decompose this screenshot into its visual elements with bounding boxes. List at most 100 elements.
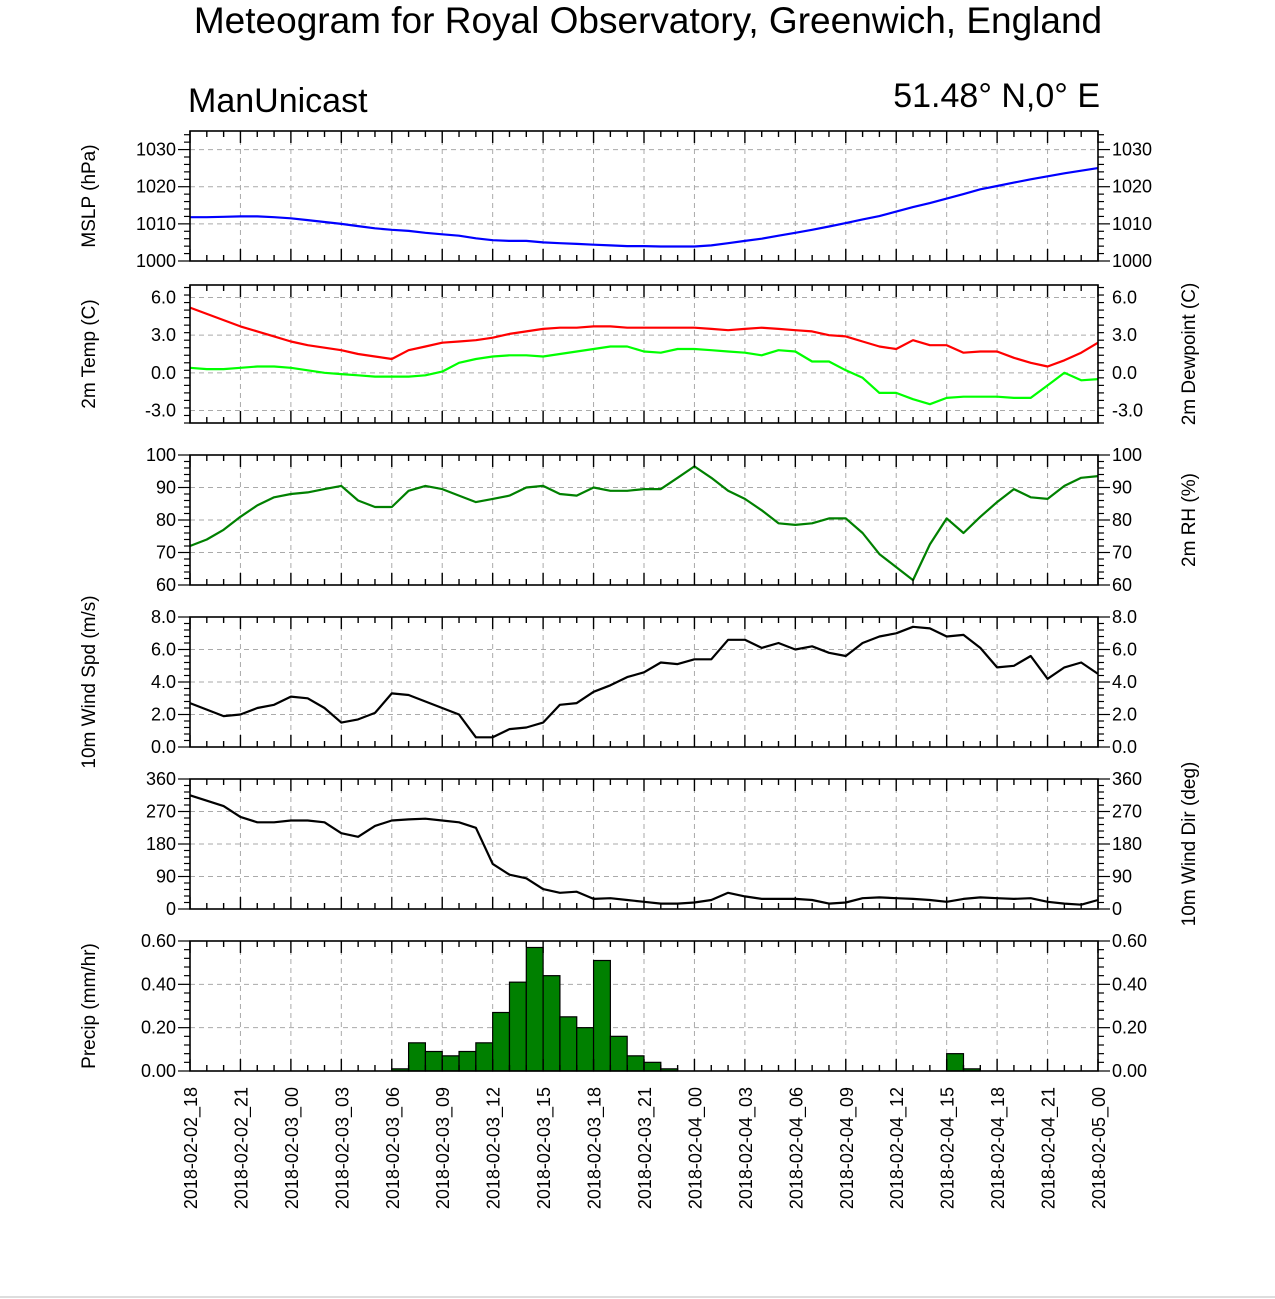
y-axis-title-left: 2m Temp (C) <box>79 299 100 408</box>
y-tick-label-right: 0 <box>1112 899 1122 919</box>
y-tick-label-right: 80 <box>1112 510 1132 530</box>
precip-bar <box>626 1055 645 1072</box>
location-label: 51.48° N,0° E <box>893 77 1100 115</box>
y-tick-label-left: 0.60 <box>141 931 176 951</box>
precip-bar <box>559 1016 578 1072</box>
y-axis-title-left: 10m Wind Spd (m/s) <box>79 595 100 768</box>
x-tick-label: 2018-02-03_00 <box>282 1087 303 1209</box>
y-tick-label-left: 0.0 <box>151 363 176 383</box>
precip-bar <box>424 1050 443 1072</box>
y-tick-label-right: 0.60 <box>1112 931 1147 951</box>
y-tick-label-right: 1010 <box>1112 214 1152 234</box>
series-line-temp-1 <box>189 345 1099 406</box>
precip-bar <box>508 981 527 1072</box>
precip-bar <box>407 1042 427 1072</box>
x-tick-label: 2018-02-04_12 <box>887 1087 908 1209</box>
x-tick-label: 2018-02-03_06 <box>383 1087 404 1209</box>
x-tick-label: 2018-02-04_15 <box>938 1087 959 1209</box>
y-tick-label-right: 90 <box>1112 478 1132 498</box>
precip-bar <box>492 1011 511 1072</box>
y-tick-label-left: 60 <box>156 575 176 595</box>
y-tick-label-right: 3.0 <box>1112 325 1137 345</box>
y-tick-label-left: 90 <box>156 478 176 498</box>
y-tick-label-left: 0.00 <box>141 1061 176 1081</box>
y-tick-label-right: 6.0 <box>1112 288 1137 308</box>
y-tick-label-left: 1000 <box>136 251 176 271</box>
precip-bar <box>475 1042 494 1072</box>
y-tick-label-left: -3.0 <box>145 400 176 420</box>
y-tick-label-left: 0.40 <box>141 974 176 994</box>
y-tick-label-right: 0.00 <box>1112 1061 1147 1081</box>
y-axis-title-right: 2m RH (%) <box>1179 473 1200 567</box>
y-tick-label-left: 8.0 <box>151 607 176 627</box>
y-tick-label-right: 0.20 <box>1112 1018 1147 1038</box>
y-axis-title-left: MSLP (hPa) <box>79 144 100 247</box>
y-axis-title-right: 10m Wind Dir (deg) <box>1179 762 1200 927</box>
y-tick-label-right: 4.0 <box>1112 672 1137 692</box>
y-tick-label-left: 270 <box>146 802 176 822</box>
y-tick-label-right: 100 <box>1112 445 1142 465</box>
x-tick-label: 2018-02-03_21 <box>635 1087 656 1209</box>
y-tick-label-right: 360 <box>1112 769 1142 789</box>
x-tick-label: 2018-02-02_18 <box>181 1087 202 1209</box>
panel-precip: 0.00 0.00 0.20 0.20 0.40 0.40 0.60 0.60 Precip (… <box>79 931 1147 1081</box>
x-tick-label: 2018-02-04_18 <box>988 1087 1009 1209</box>
chart-title: Meteogram for Royal Observatory, Greenwi… <box>194 0 1102 41</box>
y-tick-label-right: 0.0 <box>1112 737 1137 757</box>
y-tick-label-left: 3.0 <box>151 325 176 345</box>
model-label: ManUnicast <box>188 82 368 120</box>
y-tick-label-right: 8.0 <box>1112 607 1137 627</box>
y-tick-label-left: 6.0 <box>151 640 176 660</box>
y-tick-label-left: 180 <box>146 834 176 854</box>
panel-wspd: 0.0 0.0 2.0 2.0 4.0 4.0 6.0 6.0 8.0 8.0 10m Wind S… <box>79 595 1137 768</box>
x-tick-label: 2018-02-04_00 <box>685 1087 706 1209</box>
y-tick-label-left: 0 <box>166 899 176 919</box>
x-tick-label: 2018-02-05_00 <box>1089 1087 1110 1209</box>
y-tick-label-left: 0.20 <box>141 1018 176 1038</box>
y-tick-label-left: 360 <box>146 769 176 789</box>
x-tick-label: 2018-02-03_03 <box>332 1087 353 1209</box>
x-tick-label: 2018-02-03_18 <box>585 1087 606 1209</box>
y-tick-label-left: 100 <box>146 445 176 465</box>
y-tick-label-left: 1030 <box>136 140 176 160</box>
y-tick-label-left: 2.0 <box>151 705 176 725</box>
y-tick-label-left: 6.0 <box>151 288 176 308</box>
y-tick-label-left: 70 <box>156 543 176 563</box>
series-line-temp-0 <box>189 306 1099 368</box>
precip-bar <box>643 1061 662 1072</box>
y-tick-label-right: -3.0 <box>1112 400 1143 420</box>
y-tick-label-left: 80 <box>156 510 176 530</box>
x-tick-label: 2018-02-04_06 <box>786 1087 807 1209</box>
y-tick-label-right: 1020 <box>1112 177 1152 197</box>
precip-bar <box>441 1055 460 1072</box>
y-tick-label-right: 1000 <box>1112 251 1152 271</box>
precip-bar <box>946 1053 965 1072</box>
precip-bar <box>542 975 561 1072</box>
precip-bar <box>525 946 544 1072</box>
y-axis-title-left: Precip (mm/hr) <box>79 943 100 1069</box>
y-tick-label-left: 1010 <box>136 214 176 234</box>
y-tick-label-right: 0.0 <box>1112 363 1137 383</box>
precip-bar <box>576 1027 595 1072</box>
x-tick-label: 2018-02-02_21 <box>231 1087 252 1209</box>
y-tick-label-right: 180 <box>1112 834 1142 854</box>
precip-bar <box>592 959 611 1072</box>
x-tick-label: 2018-02-03_15 <box>534 1087 555 1209</box>
y-tick-label-right: 6.0 <box>1112 640 1137 660</box>
panel-mslp: 1000 1000 1010 1010 1020 1020 1030 1030 MSLP (hP… <box>79 130 1152 271</box>
y-tick-label-right: 270 <box>1112 802 1142 822</box>
x-tick-label: 2018-02-04_21 <box>1039 1087 1060 1209</box>
y-tick-label-right: 2.0 <box>1112 705 1137 725</box>
y-tick-label-left: 0.0 <box>151 737 176 757</box>
x-tick-label: 2018-02-04_09 <box>837 1087 858 1209</box>
x-axis: 2018-02-02_18 2018-02-02_21 2018-02-03_00 2… <box>181 1087 1110 1209</box>
series-line-rh-0 <box>189 465 1099 582</box>
y-axis-title-right: 2m Dewpoint (C) <box>1179 283 1200 426</box>
panel-rh: 60 60 70 70 80 80 90 90 100 100 2m RH (%) <box>146 445 1200 595</box>
precip-bar <box>609 1035 628 1072</box>
y-tick-label-right: 70 <box>1112 543 1132 563</box>
y-tick-label-right: 0.40 <box>1112 974 1147 994</box>
series-line-wspd-0 <box>189 625 1099 739</box>
